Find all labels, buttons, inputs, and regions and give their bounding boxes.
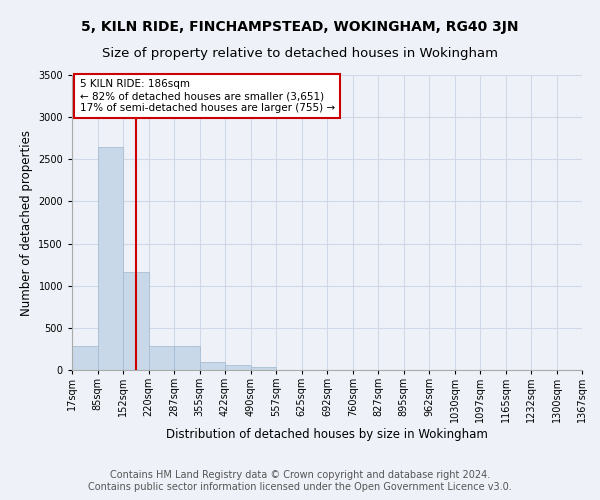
Text: Contains public sector information licensed under the Open Government Licence v3: Contains public sector information licen… bbox=[88, 482, 512, 492]
Text: 5, KILN RIDE, FINCHAMPSTEAD, WOKINGHAM, RG40 3JN: 5, KILN RIDE, FINCHAMPSTEAD, WOKINGHAM, … bbox=[81, 20, 519, 34]
Text: Contains HM Land Registry data © Crown copyright and database right 2024.: Contains HM Land Registry data © Crown c… bbox=[110, 470, 490, 480]
Bar bbox=[251, 366, 276, 370]
Bar bbox=[72, 346, 98, 370]
Bar bbox=[225, 365, 251, 370]
Bar bbox=[200, 362, 225, 370]
Text: 5 KILN RIDE: 186sqm
← 82% of detached houses are smaller (3,651)
17% of semi-det: 5 KILN RIDE: 186sqm ← 82% of detached ho… bbox=[80, 80, 335, 112]
X-axis label: Distribution of detached houses by size in Wokingham: Distribution of detached houses by size … bbox=[166, 428, 488, 441]
Y-axis label: Number of detached properties: Number of detached properties bbox=[20, 130, 32, 316]
Bar bbox=[174, 346, 200, 370]
Text: Size of property relative to detached houses in Wokingham: Size of property relative to detached ho… bbox=[102, 48, 498, 60]
Bar bbox=[123, 272, 149, 370]
Bar bbox=[149, 346, 174, 370]
Bar bbox=[98, 146, 123, 370]
